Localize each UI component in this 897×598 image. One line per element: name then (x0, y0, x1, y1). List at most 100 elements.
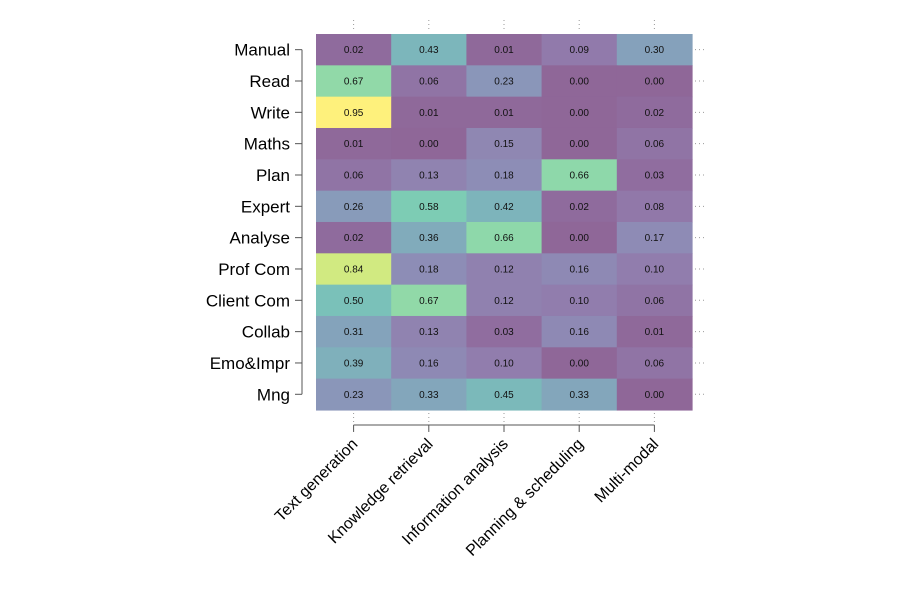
cell-value-label: 0.84 (344, 264, 364, 275)
heatmap-cell (616, 221, 693, 254)
heatmap-cell (391, 284, 467, 317)
cell-value-label: 0.00 (645, 390, 665, 401)
cell-value-label: 0.00 (569, 76, 589, 87)
cell-value-label: 0.00 (569, 108, 589, 119)
cell-value-label: 0.00 (645, 76, 665, 87)
cell-value-label: 0.23 (494, 76, 514, 87)
cell-value-label: 0.23 (344, 390, 364, 401)
cell-value-label: 0.16 (569, 264, 589, 275)
cell-value-label: 0.02 (344, 233, 364, 244)
cell-value-label: 0.08 (645, 202, 665, 213)
row-label-plan: Plan (256, 166, 290, 185)
cell-value-label: 0.10 (569, 296, 589, 307)
heatmap-cell (541, 284, 618, 317)
heatmap-cell (391, 65, 467, 98)
heatmap-cell (316, 378, 392, 411)
heatmap-cell (541, 190, 618, 223)
heatmap-cell (391, 96, 467, 129)
row-label-read: Read (249, 72, 290, 91)
heatmap-cell (316, 315, 392, 348)
heatmap-cell (541, 253, 618, 286)
cell-value-label: 0.00 (419, 139, 439, 150)
row-label-analyse: Analyse (230, 229, 290, 248)
heatmap-cell (466, 253, 543, 286)
row-label-client-com: Client Com (206, 291, 290, 310)
heatmap-cell (316, 159, 392, 192)
cell-value-label: 0.18 (419, 264, 439, 275)
cell-value-label: 0.33 (419, 390, 439, 401)
row-label-prof-com: Prof Com (218, 260, 290, 279)
heatmap-cell (466, 34, 543, 66)
cell-value-label: 0.95 (344, 108, 364, 119)
cell-value-label: 0.06 (645, 358, 665, 369)
heatmap-cell (616, 253, 693, 286)
heatmap-cell (541, 127, 618, 160)
row-label-manual: Manual (234, 41, 290, 60)
heatmap-cell (541, 315, 618, 348)
heatmap-cell (316, 284, 392, 317)
heatmap-cell (391, 347, 467, 380)
heatmap-cell (616, 34, 693, 66)
cell-value-label: 0.12 (494, 296, 514, 307)
cell-value-label: 0.31 (344, 327, 364, 338)
heatmap-cell (316, 221, 392, 254)
cell-value-label: 0.42 (494, 202, 514, 213)
heatmap-cell (541, 65, 618, 98)
heatmap-cell (391, 190, 467, 223)
cell-value-label: 0.06 (419, 76, 439, 87)
cell-value-label: 0.01 (494, 108, 514, 119)
cell-value-label: 0.10 (645, 264, 665, 275)
heatmap-cell (466, 378, 543, 411)
cell-value-label: 0.15 (494, 139, 514, 150)
cell-value-label: 0.01 (419, 108, 439, 119)
heatmap-cell (616, 347, 693, 380)
cell-value-label: 0.03 (645, 170, 665, 181)
column-label-multi-modal: Multi-modal (592, 436, 662, 506)
cell-value-label: 0.06 (344, 170, 364, 181)
cell-value-label: 0.13 (419, 170, 439, 181)
heatmap-cell (466, 221, 543, 254)
heatmap-cell (616, 127, 693, 160)
cell-value-label: 0.66 (494, 233, 514, 244)
row-label-mng: Mng (257, 385, 290, 404)
cell-value-label: 0.50 (344, 296, 364, 307)
heatmap-cell (466, 190, 543, 223)
cell-value-label: 0.10 (494, 358, 514, 369)
row-label-emoandimpr: Emo&Impr (210, 354, 291, 373)
heatmap-cell (391, 221, 467, 254)
heatmap-cell (541, 378, 618, 411)
heatmap-cell (391, 34, 467, 66)
cell-value-label: 0.18 (494, 170, 514, 181)
heatmap-cell (541, 221, 618, 254)
heatmap-cell (391, 378, 467, 411)
heatmap-cell (616, 378, 693, 411)
heatmap-cell (616, 96, 693, 129)
heatmap-cell (391, 159, 467, 192)
cell-value-label: 0.17 (645, 233, 665, 244)
row-label-collab: Collab (242, 323, 290, 342)
heatmap-cells: 0.02 0.43 0.01 0.09 0.30 0.67 0.06 0.23 0.00 0.00… (316, 34, 693, 411)
heatmap-cell (466, 159, 543, 192)
cell-value-label: 0.13 (419, 327, 439, 338)
cell-value-label: 0.06 (645, 139, 665, 150)
cell-value-label: 0.36 (419, 233, 439, 244)
heatmap-cell (616, 315, 693, 348)
heatmap-cell (466, 315, 543, 348)
heatmap-cell (616, 190, 693, 223)
heatmap-cell (541, 347, 618, 380)
heatmap-cell (466, 127, 543, 160)
row-label-expert: Expert (241, 197, 290, 216)
cell-value-label: 0.66 (569, 170, 589, 181)
cell-value-label: 0.00 (569, 358, 589, 369)
cell-value-label: 0.16 (569, 327, 589, 338)
cell-value-label: 0.02 (569, 202, 589, 213)
heatmap-cell (316, 34, 392, 66)
cell-value-label: 0.16 (419, 358, 439, 369)
heatmap-cell (316, 190, 392, 223)
row-axis: Manual Read Write Maths Plan Expert Analyse Pro… (206, 41, 303, 404)
cell-value-label: 0.01 (645, 327, 665, 338)
cell-value-label: 0.33 (569, 390, 589, 401)
cell-value-label: 0.02 (344, 45, 364, 56)
